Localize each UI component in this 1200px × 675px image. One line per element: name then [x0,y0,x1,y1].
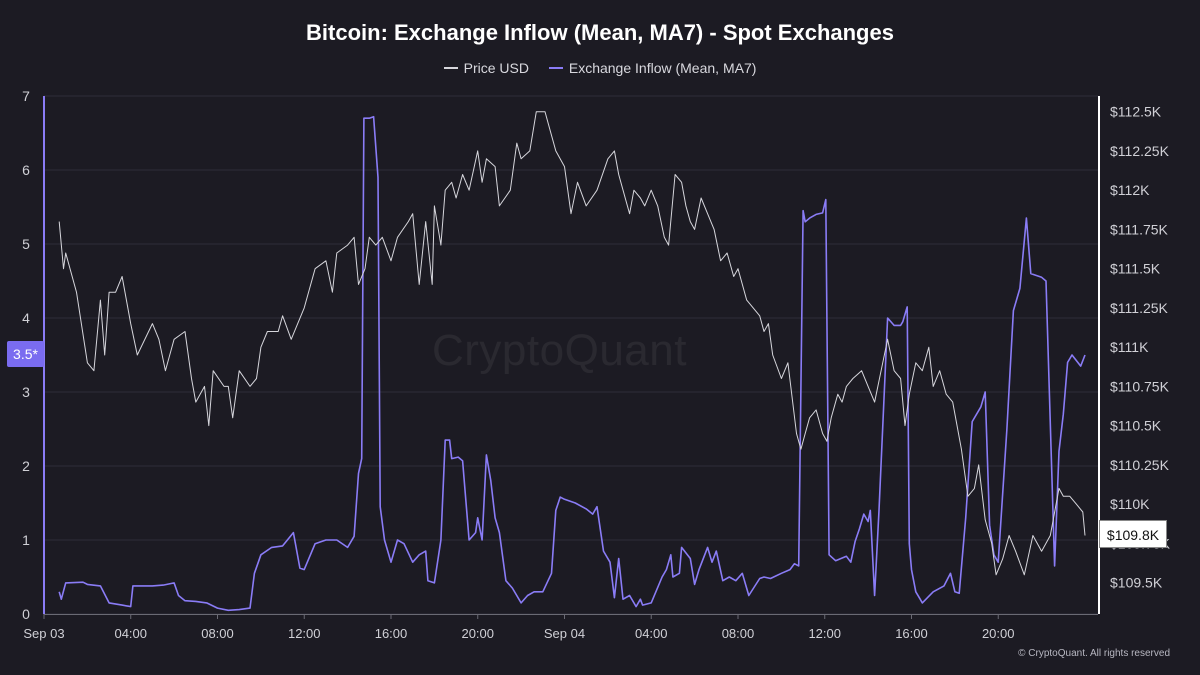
legend-label-price: Price USD [463,60,529,76]
right-axis-tick-label: $112K [1110,182,1150,198]
x-axis-tick-label: 08:00 [201,626,234,641]
right-axis-tick-label: $111.25K [1110,300,1169,316]
x-axis-tick-label: 08:00 [722,626,755,641]
right-axis-tick-label: $110.5K [1110,418,1162,434]
right-axis-tick-label: $111K [1110,339,1149,355]
right-axis-tick-label: $111.75K [1110,221,1169,237]
legend-swatch-inflow [548,67,563,70]
right-axis-tick-label: $109.5K [1110,575,1163,591]
chart-title: Bitcoin: Exchange Inflow (Mean, MA7) - S… [306,20,894,45]
legend-label-inflow: Exchange Inflow (Mean, MA7) [568,60,757,76]
chart-legend: Price USD Exchange Inflow (Mean, MA7) [0,60,1200,76]
legend-swatch-price [443,67,458,70]
x-axis-tick-label: 16:00 [895,626,928,641]
x-axis-tick-label: 04:00 [635,626,668,641]
copyright-text: © CryptoQuant. All rights reserved [1018,648,1170,659]
x-axis-tick-label: 16:00 [375,626,408,641]
right-axis-tick-label: $111.5K [1110,261,1161,277]
watermark: CryptoQuant [432,326,687,375]
left-axis-tick-label: 7 [22,88,30,104]
series-line-exchange-inflow [58,115,1086,612]
right-axis-tick-label: $112.5K [1110,104,1162,120]
x-axis-tick-label: Sep 04 [544,626,585,641]
x-axis-tick-label: 12:00 [808,626,841,641]
left-axis-tick-label: 0 [22,606,30,622]
right-axis-tick-label: $110K [1110,496,1150,512]
left-axis-current-value-badge: 3.5* [7,341,44,367]
right-axis-tick-label: $110.75K [1110,378,1170,394]
x-axis-tick-label: 12:00 [288,626,321,641]
x-axis-tick-label: Sep 03 [23,626,64,641]
legend-item-inflow[interactable]: Exchange Inflow (Mean, MA7) [548,60,757,76]
series-line-price-usd [58,111,1086,576]
x-axis-tick-label: 04:00 [114,626,147,641]
right-axis-current-price-badge: $109.8K [1099,520,1167,548]
left-axis-tick-label: 1 [22,532,30,548]
left-axis-tick-label: 6 [22,162,30,178]
left-axis-tick-label: 2 [22,458,30,474]
x-axis-tick-label: 20:00 [982,626,1015,641]
left-axis-tick-label: 3 [22,384,30,400]
legend-item-price[interactable]: Price USD [443,60,529,76]
left-axis-tick-label: 4 [22,310,30,326]
left-axis-tick-label: 5 [22,236,30,252]
right-axis-tick-label: $110.25K [1110,457,1170,473]
x-axis-tick-label: 20:00 [461,626,494,641]
right-axis-tick-label: $112.25K [1110,143,1170,159]
